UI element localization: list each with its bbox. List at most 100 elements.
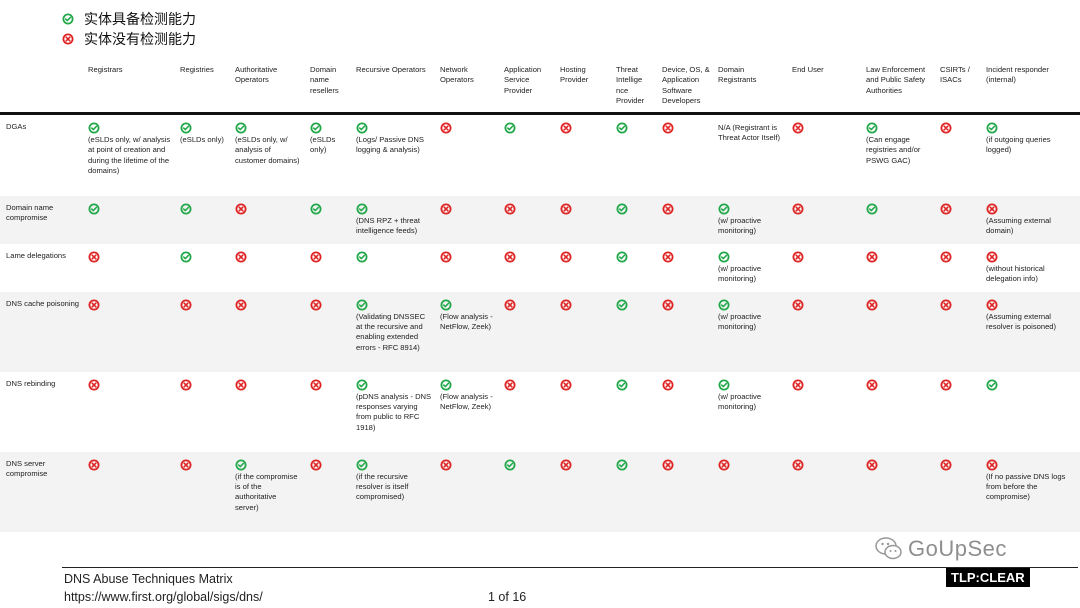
x-circle-icon	[88, 299, 100, 311]
matrix-cell	[862, 451, 936, 532]
x-circle-icon	[440, 251, 452, 263]
matrix-cell	[500, 244, 556, 292]
column-header: Device, OS, & Application Software Devel…	[658, 62, 714, 115]
footer-url: https://www.first.org/global/sigs/dns/	[64, 590, 263, 604]
matrix-cell	[788, 451, 862, 532]
matrix-cell	[936, 372, 982, 452]
matrix-cell	[788, 244, 862, 292]
check-circle-icon	[866, 203, 878, 215]
matrix-cell: (Assuming external resolver is poisoned)	[982, 291, 1080, 372]
column-header: Law Enforcement and Public Safety Author…	[862, 62, 936, 115]
x-circle-icon	[940, 251, 952, 263]
legend: 实体具备检测能力 实体没有检测能力	[62, 9, 196, 49]
matrix-cell	[176, 291, 231, 372]
matrix-cell	[556, 244, 612, 292]
matrix-cell	[84, 291, 176, 372]
matrix-cell	[862, 244, 936, 292]
x-circle-icon	[718, 459, 730, 471]
x-circle-icon	[310, 299, 322, 311]
row-label: Lame delegations	[6, 250, 66, 260]
column-header: Application Service Provider	[500, 62, 556, 115]
matrix-cell: (Logs/ Passive DNS logging & analysis)	[352, 114, 436, 196]
x-circle-icon	[866, 459, 878, 471]
matrix-cell: (Can engage registries and/or PSWG GAC)	[862, 114, 936, 196]
check-circle-icon	[718, 379, 730, 391]
x-circle-icon	[792, 122, 804, 134]
row-label: Domain name compromise	[0, 195, 84, 244]
matrix-cell	[84, 195, 176, 244]
cell-note: (w/ proactive monitoring)	[718, 263, 762, 283]
x-circle-icon	[866, 379, 878, 391]
x-circle-icon	[560, 203, 572, 215]
matrix-cell	[658, 195, 714, 244]
x-circle-icon	[662, 122, 674, 134]
matrix-cell	[788, 291, 862, 372]
x-circle-icon	[986, 251, 998, 263]
matrix-cell	[231, 195, 306, 244]
matrix-cell: (If no passive DNS logs from before the …	[982, 451, 1080, 532]
column-header: CSIRTs / ISACs	[936, 62, 982, 115]
row-label: DNS server compromise	[0, 451, 84, 532]
matrix-cell: (eSLDs only)	[176, 114, 231, 196]
cell-note: (eSLDs only)	[180, 135, 224, 144]
matrix-cell	[500, 195, 556, 244]
matrix-cell	[556, 451, 612, 532]
cell-note: (eSLDs only)	[310, 135, 336, 155]
check-circle-icon	[356, 379, 368, 391]
matrix-cell: (eSLDs only, w/ analysis at point of cre…	[84, 114, 176, 196]
matrix-cell	[556, 372, 612, 452]
cell-note: (if the recursive resolver is itself com…	[356, 471, 409, 502]
x-circle-icon	[180, 379, 192, 391]
x-circle-icon	[62, 33, 74, 45]
check-circle-icon	[180, 251, 192, 263]
matrix-cell	[500, 372, 556, 452]
matrix-cell	[306, 451, 352, 532]
matrix-cell: (pDNS analysis - DNS responses varying f…	[352, 372, 436, 452]
check-circle-icon	[310, 122, 322, 134]
column-header: Network Operators	[436, 62, 500, 115]
check-circle-icon	[504, 122, 516, 134]
x-circle-icon	[792, 203, 804, 215]
x-circle-icon	[560, 251, 572, 263]
matrix-cell	[306, 195, 352, 244]
check-circle-icon	[718, 203, 730, 215]
matrix-cell: (if outgoing queries logged)	[982, 114, 1080, 196]
check-circle-icon	[616, 122, 628, 134]
check-circle-icon	[616, 299, 628, 311]
x-circle-icon	[662, 379, 674, 391]
x-circle-icon	[792, 299, 804, 311]
matrix-cell	[306, 244, 352, 292]
column-header: Authoritative Operators	[231, 62, 306, 115]
matrix-cell	[982, 372, 1080, 452]
page-number: 1 of 16	[488, 590, 527, 604]
x-circle-icon	[504, 379, 516, 391]
cell-note: (without historical delegation info)	[986, 263, 1045, 283]
x-circle-icon	[440, 122, 452, 134]
matrix-cell	[352, 244, 436, 292]
table-row: DNS rebinding (pDNS analysis - DNS respon…	[0, 372, 1080, 452]
check-circle-icon	[616, 203, 628, 215]
matrix-cell: (if the compromise is of the authoritati…	[231, 451, 306, 532]
x-circle-icon	[792, 459, 804, 471]
x-circle-icon	[940, 459, 952, 471]
matrix-cell	[658, 114, 714, 196]
x-circle-icon	[662, 251, 674, 263]
x-circle-icon	[310, 379, 322, 391]
x-circle-icon	[180, 299, 192, 311]
matrix-cell	[176, 195, 231, 244]
matrix-cell: (Validating DNSSEC at the recursive and …	[352, 291, 436, 372]
cell-note: (Logs/ Passive DNS logging & analysis)	[356, 135, 424, 155]
check-circle-icon	[616, 251, 628, 263]
cell-note: N/A (Registrant is Threat Actor Itself)	[718, 123, 781, 143]
matrix-cell	[231, 244, 306, 292]
matrix-cell	[936, 291, 982, 372]
matrix-cell	[936, 195, 982, 244]
cell-note: (Assuming external domain)	[986, 215, 1051, 235]
cell-note: (DNS RPZ + threat intelligence feeds)	[356, 215, 420, 235]
x-circle-icon	[940, 203, 952, 215]
x-circle-icon	[310, 251, 322, 263]
x-circle-icon	[560, 122, 572, 134]
matrix-cell	[936, 451, 982, 532]
table-row: DNS cache poisoning (Validating DNSSEC at…	[0, 291, 1080, 372]
matrix-cell	[788, 114, 862, 196]
